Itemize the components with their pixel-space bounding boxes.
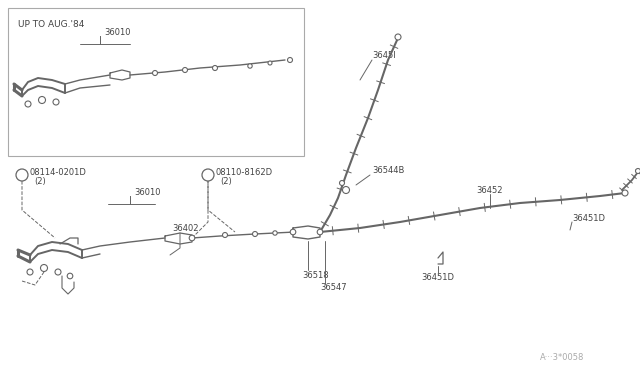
- Text: 36010: 36010: [135, 187, 161, 196]
- Circle shape: [189, 235, 195, 241]
- Circle shape: [202, 169, 214, 181]
- Text: (2): (2): [34, 176, 45, 186]
- Circle shape: [622, 190, 628, 196]
- Circle shape: [67, 273, 73, 279]
- Circle shape: [253, 231, 257, 237]
- Text: (2): (2): [220, 176, 232, 186]
- Text: 3645I: 3645I: [372, 51, 396, 60]
- Text: 36451D: 36451D: [572, 214, 605, 222]
- Circle shape: [16, 169, 28, 181]
- Text: A···3*0058: A···3*0058: [540, 353, 584, 362]
- Circle shape: [395, 34, 401, 40]
- Circle shape: [287, 58, 292, 62]
- Circle shape: [27, 269, 33, 275]
- Text: 08110-8162D: 08110-8162D: [216, 167, 273, 176]
- Bar: [8, 8, 304, 156]
- Circle shape: [38, 96, 45, 103]
- Circle shape: [273, 231, 277, 235]
- Circle shape: [152, 71, 157, 76]
- Text: UP TO AUG.'84: UP TO AUG.'84: [18, 20, 84, 29]
- Circle shape: [55, 269, 61, 275]
- Circle shape: [53, 99, 59, 105]
- Text: B: B: [205, 170, 211, 180]
- Circle shape: [212, 65, 218, 71]
- Text: 36547: 36547: [321, 283, 348, 292]
- Circle shape: [182, 67, 188, 73]
- Text: 36544B: 36544B: [372, 166, 404, 174]
- Text: 36402: 36402: [172, 224, 198, 232]
- Text: 08114-0201D: 08114-0201D: [30, 167, 87, 176]
- Circle shape: [339, 180, 344, 186]
- Text: 36452: 36452: [477, 186, 503, 195]
- Circle shape: [25, 101, 31, 107]
- Circle shape: [342, 186, 349, 193]
- Circle shape: [317, 229, 323, 235]
- Circle shape: [268, 61, 272, 65]
- Circle shape: [290, 229, 296, 235]
- Text: 36451D: 36451D: [422, 273, 454, 282]
- Text: B: B: [19, 170, 24, 180]
- Text: 36518: 36518: [303, 270, 330, 279]
- Text: 36010: 36010: [105, 28, 131, 36]
- Circle shape: [248, 64, 252, 68]
- Circle shape: [223, 232, 227, 237]
- Circle shape: [636, 169, 640, 173]
- Circle shape: [40, 264, 47, 272]
